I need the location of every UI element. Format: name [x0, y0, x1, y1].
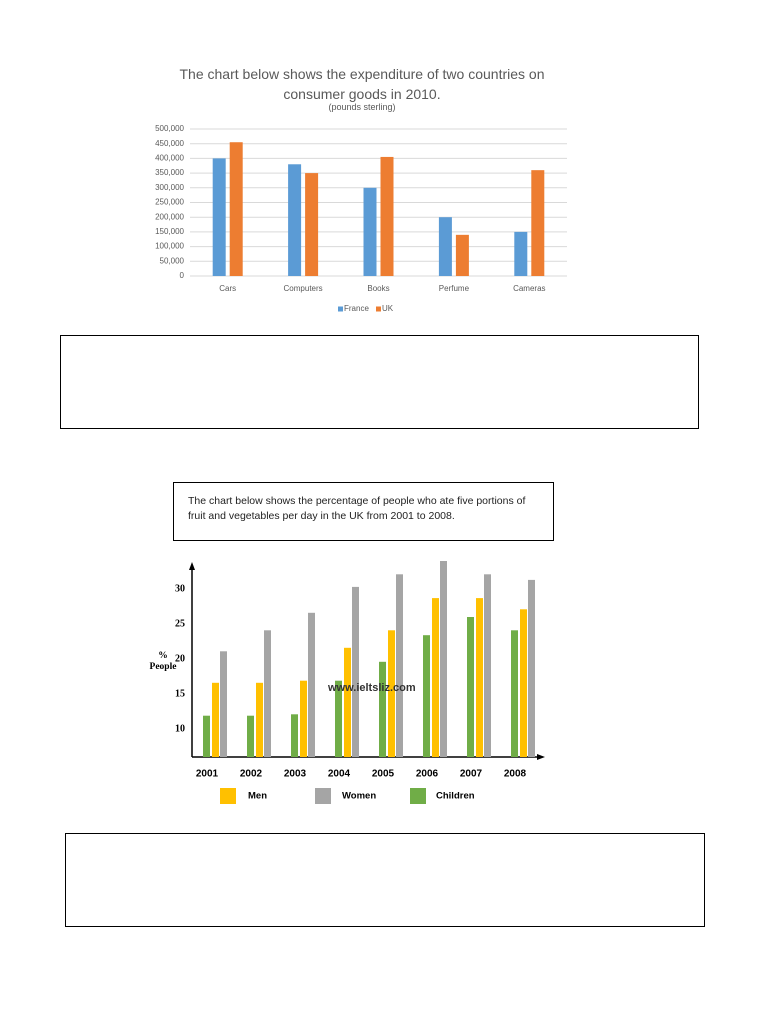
- bar: [203, 715, 210, 757]
- bar: [423, 635, 430, 757]
- bar: [229, 142, 243, 276]
- bar: [335, 680, 342, 757]
- x-tick-label: Perfume: [439, 284, 470, 293]
- x-tick-label: 2004: [328, 769, 351, 780]
- axis-arrow: [189, 562, 195, 570]
- legend-swatch: [338, 306, 343, 312]
- bar: [531, 170, 545, 276]
- legend-swatch: [315, 788, 331, 804]
- y-tick-label: 10: [175, 723, 185, 734]
- title-box: [173, 482, 554, 541]
- bar: [305, 173, 319, 276]
- bar: [432, 598, 439, 757]
- x-tick-label: 2002: [240, 769, 263, 780]
- bar: [476, 598, 483, 757]
- y-tick-label: 50,000: [160, 256, 185, 265]
- y-tick-label: 30: [175, 583, 185, 594]
- bar: [520, 609, 527, 757]
- bar: [440, 561, 447, 757]
- legend-swatch: [220, 788, 236, 804]
- bar: [300, 680, 307, 757]
- y-tick-label: 400,000: [155, 154, 184, 163]
- y-tick-label: 200,000: [155, 212, 184, 221]
- bar: [438, 217, 452, 276]
- bar: [212, 158, 226, 276]
- chart-title: The chart below shows the percentage of …: [188, 495, 526, 522]
- y-tick-label: 500,000: [155, 124, 184, 133]
- bar: [455, 234, 469, 276]
- x-tick-label: Cars: [219, 284, 236, 293]
- legend-swatch: [410, 788, 426, 804]
- bar: [212, 682, 219, 757]
- bar: [388, 630, 395, 757]
- y-tick-label: 150,000: [155, 227, 184, 236]
- y-tick-label: 20: [175, 653, 185, 664]
- x-tick-label: 2003: [284, 769, 307, 780]
- legend-swatch: [376, 306, 381, 312]
- legend-label: Men: [248, 791, 267, 802]
- x-tick-label: 2007: [460, 769, 483, 780]
- bar: [308, 612, 315, 757]
- y-tick-label: 450,000: [155, 139, 184, 148]
- x-tick-label: 2005: [372, 769, 395, 780]
- x-tick-label: Books: [367, 284, 389, 293]
- bar: [264, 630, 271, 757]
- y-tick-label: 300,000: [155, 183, 184, 192]
- y-tick-label: 350,000: [155, 168, 184, 177]
- y-tick-label: 250,000: [155, 198, 184, 207]
- legend-label: Women: [342, 791, 376, 802]
- bar: [288, 164, 302, 276]
- answer-box: [60, 335, 699, 429]
- x-tick-label: 2006: [416, 769, 439, 780]
- x-tick-label: Computers: [284, 284, 323, 293]
- bar: [467, 617, 474, 757]
- x-tick-label: 2008: [504, 769, 527, 780]
- legend-label: UK: [382, 304, 394, 313]
- bar: [344, 647, 351, 757]
- bar: [352, 586, 359, 757]
- bar: [256, 682, 263, 757]
- legend-label: France: [344, 304, 369, 313]
- axis-arrow: [537, 754, 545, 760]
- bar: [380, 156, 394, 276]
- bar: [247, 715, 254, 757]
- bar: [291, 714, 298, 757]
- bar: [396, 574, 403, 757]
- bar: [220, 651, 227, 757]
- bar: [528, 579, 535, 757]
- bar: [514, 231, 528, 276]
- bar: [484, 574, 491, 757]
- bar: [379, 661, 386, 757]
- x-tick-label: 2001: [196, 769, 219, 780]
- bar: [363, 187, 377, 276]
- chart-title: The chart below shows the expenditure of…: [179, 66, 545, 102]
- chart-subtitle: (pounds sterling): [328, 102, 396, 112]
- watermark: www.ieltsliz.com: [328, 682, 416, 694]
- bar: [511, 630, 518, 757]
- x-tick-label: Cameras: [513, 284, 545, 293]
- y-axis-label: % People: [149, 651, 177, 672]
- y-tick-label: 25: [175, 618, 185, 629]
- y-tick-label: 100,000: [155, 242, 184, 251]
- y-tick-label: 15: [175, 688, 185, 699]
- answer-box: [65, 833, 705, 927]
- legend-label: Children: [436, 791, 475, 802]
- y-tick-label: 0: [180, 271, 185, 280]
